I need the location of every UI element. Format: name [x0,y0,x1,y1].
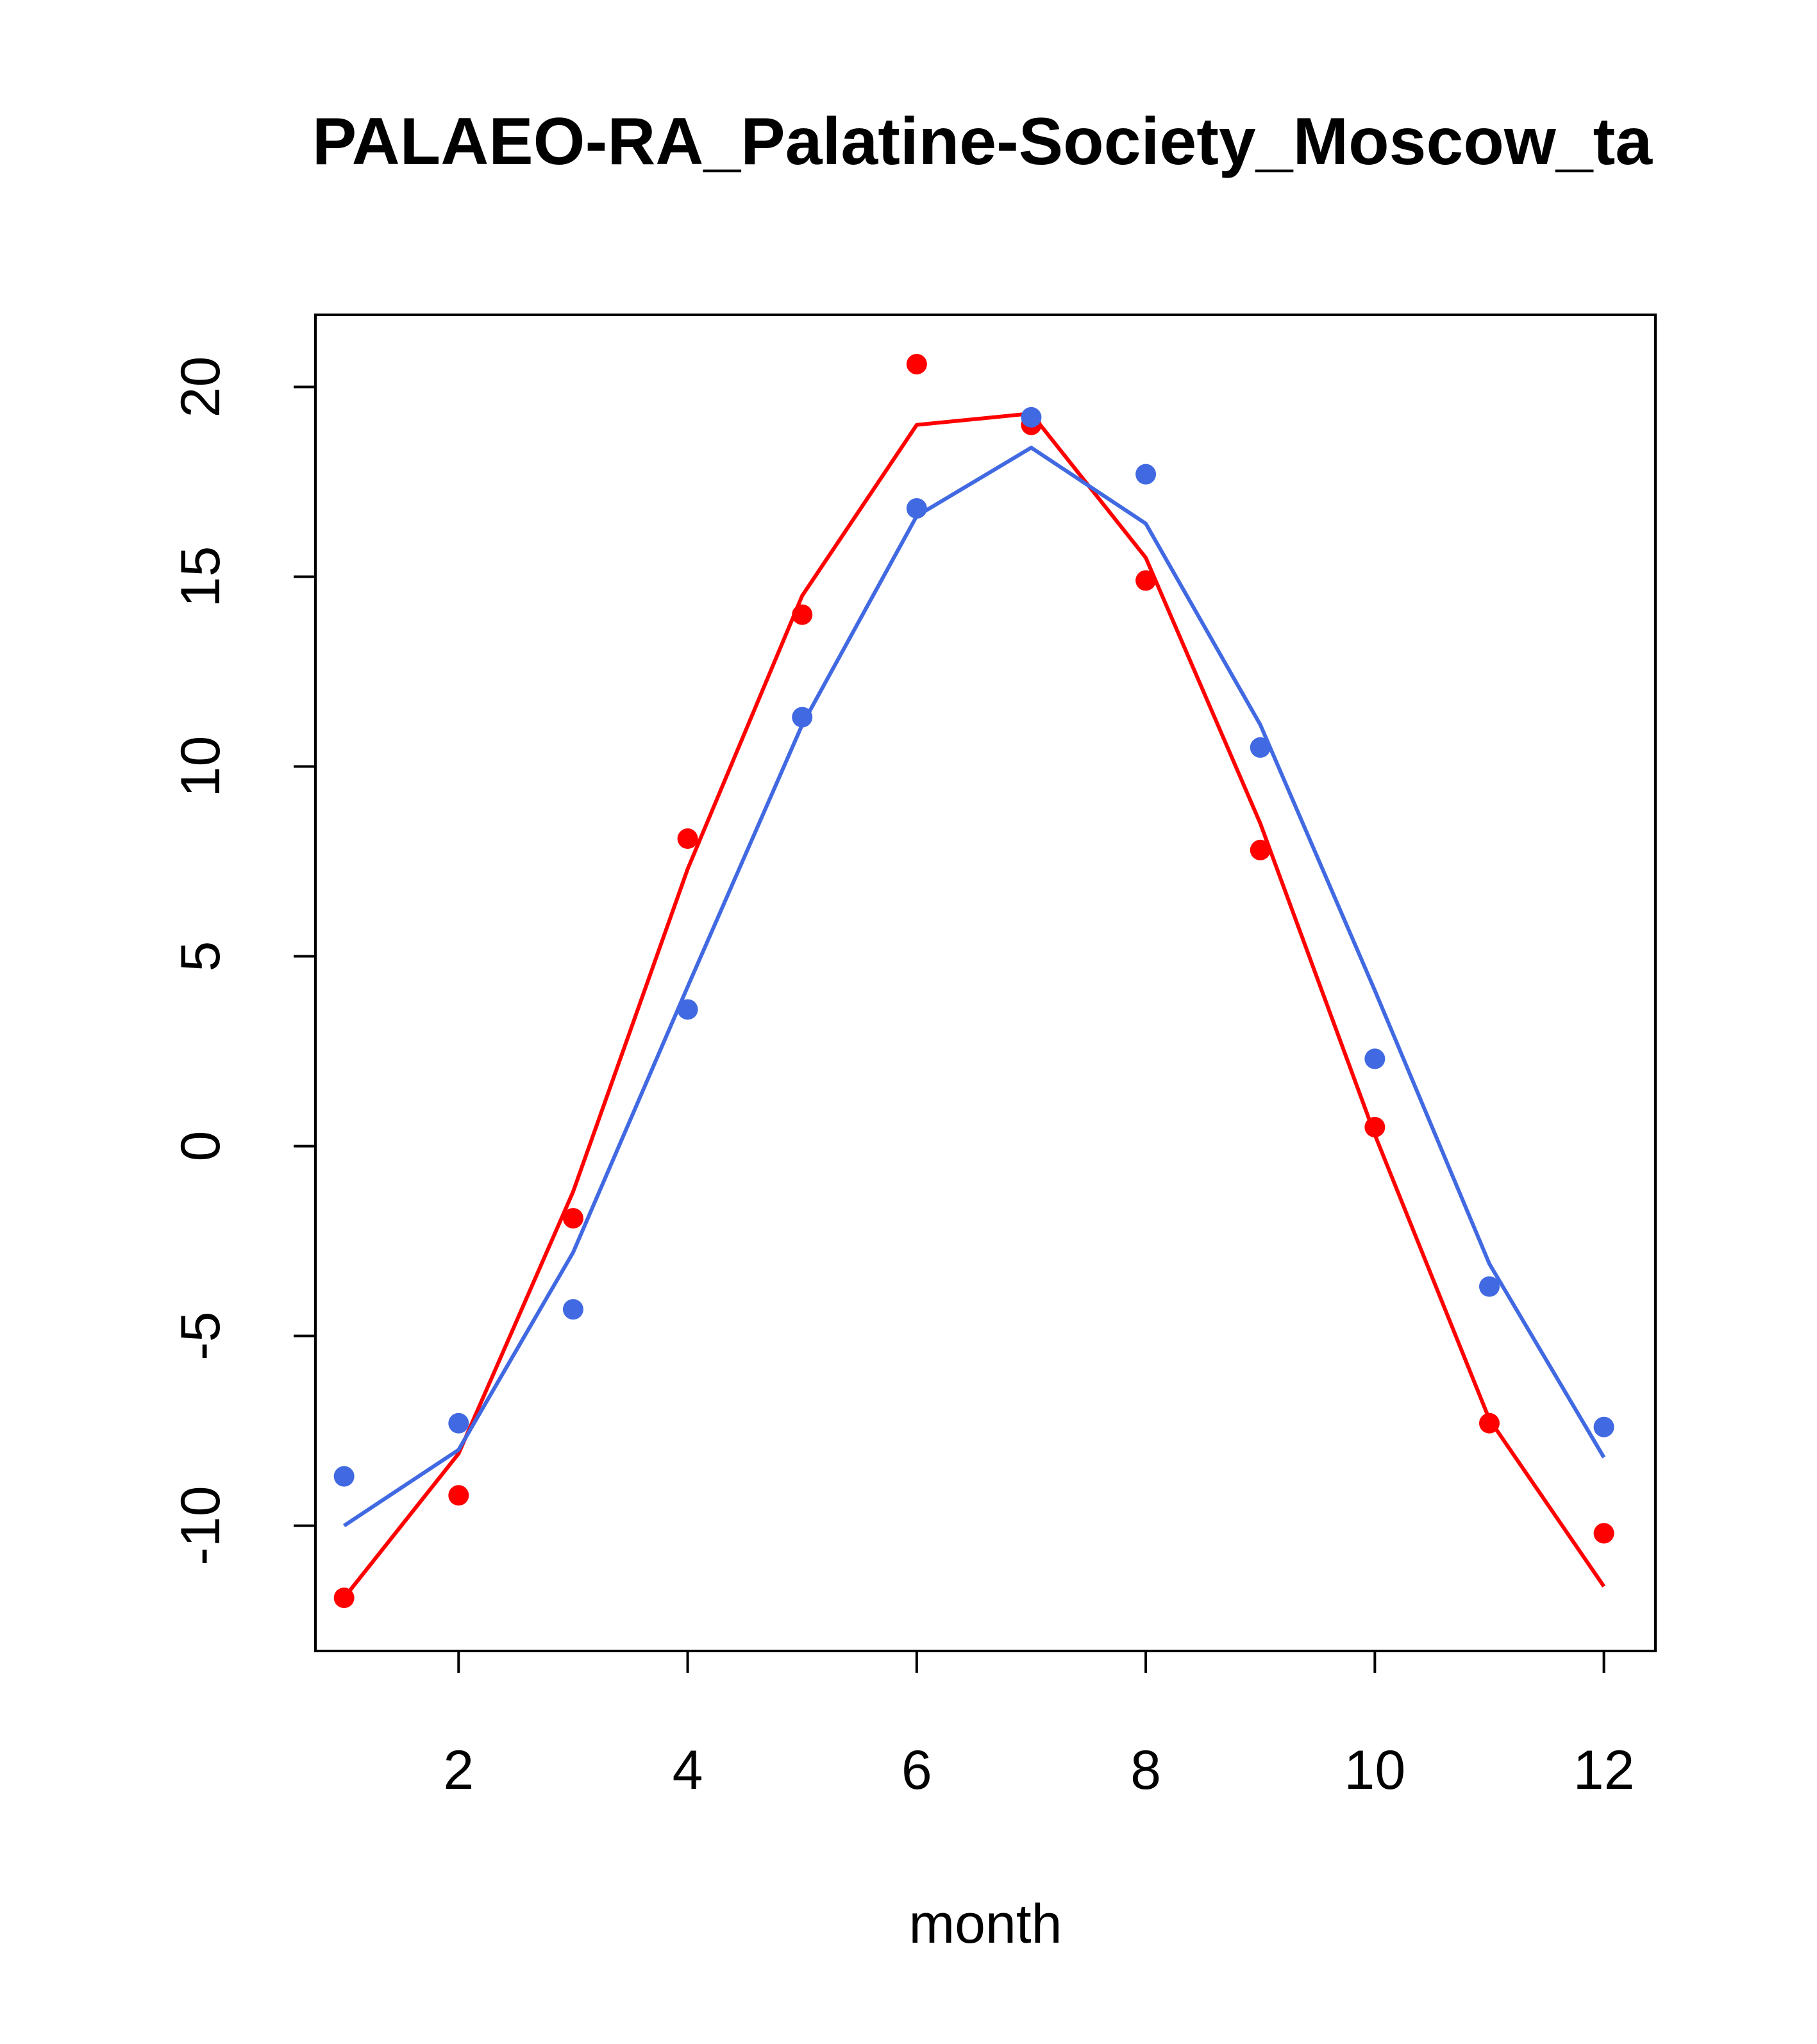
series-1-point [333,1587,355,1609]
x-tick-label: 2 [443,1739,474,1801]
series-1-point [792,604,813,625]
x-tick-label: 6 [901,1739,932,1801]
y-tick-label: 0 [170,1131,231,1162]
series-1-point [1364,1116,1386,1137]
y-tick-label: -10 [170,1486,231,1565]
x-tick-label: 8 [1130,1739,1161,1801]
y-axis: -10 -5 0 5 10 15 20 [170,356,315,1566]
y-tick-label: 10 [170,736,231,798]
series-2-point [906,498,927,519]
series-2-point [792,707,813,728]
y-tick-label: 20 [170,356,231,418]
x-axis-label: month [908,1893,1062,1955]
series-1-point [1250,839,1271,860]
x-tick-label: 4 [673,1739,703,1801]
y-tick-label: 15 [170,546,231,608]
series-1-point [562,1208,583,1229]
x-tick-label: 10 [1344,1739,1406,1801]
series-1-line [342,411,1606,1599]
series-1-point [448,1485,469,1506]
series-1-point [1135,570,1157,591]
series-1-point [677,828,698,850]
series-2-point [1364,1048,1386,1069]
y-tick-label: -5 [170,1311,231,1360]
x-axis: 2 4 6 8 10 12 [443,1651,1634,1801]
series-2-point [1250,737,1271,758]
y-tick-label: 5 [170,941,231,972]
x-tick-label: 12 [1573,1739,1635,1801]
plot-series [333,353,1614,1609]
series-2-point [333,1466,355,1487]
series-2-point [448,1412,469,1434]
chart-title: PALAEO-RA_Palatine-Society_Moscow_ta [312,105,1653,179]
series-2-point [677,999,698,1020]
series-1-point [1593,1523,1614,1544]
series-2-point [1478,1276,1500,1297]
series-2-point [1021,406,1042,428]
series-2-point [1593,1416,1614,1437]
plot-frame [314,314,1657,1652]
series-2-line [343,446,1606,1528]
series-2-point [1135,464,1157,485]
series-1-point [906,353,927,374]
series-1-point [1478,1412,1500,1434]
series-2-point [562,1299,583,1320]
